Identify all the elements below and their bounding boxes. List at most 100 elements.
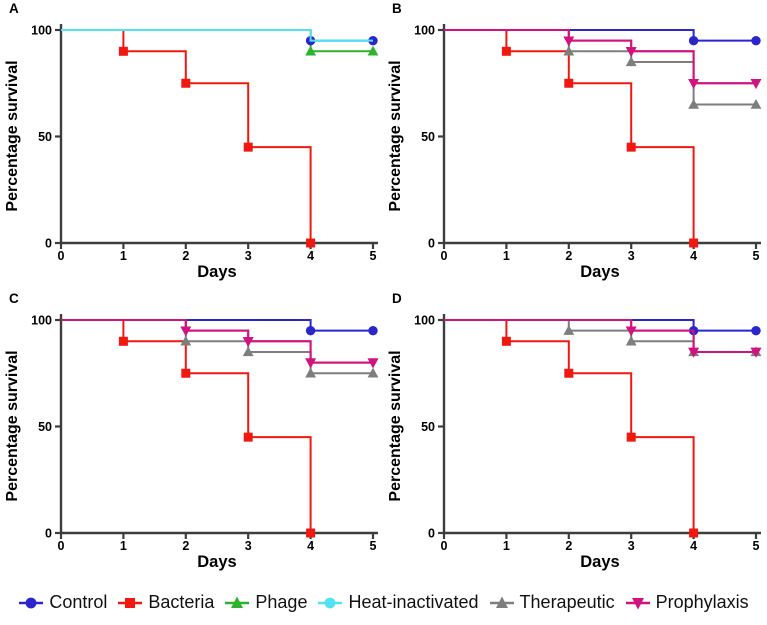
legend-item-heat-inactivated: Heat-inactivated xyxy=(317,592,479,613)
x-axis-title: Days xyxy=(197,263,236,281)
y-tick-label: 0 xyxy=(428,237,435,251)
survival-chart-A: A 0 50 100 0 1 2 3 4 5 Days Percentage survival xyxy=(4,1,379,281)
x-tick-label: 3 xyxy=(245,249,252,263)
marker-bacteria xyxy=(501,336,511,346)
legend-label-heat-inactivated: Heat-inactivated xyxy=(348,592,479,612)
marker-therapeutic xyxy=(367,367,379,378)
panel-label-A: A xyxy=(9,1,19,16)
marker-phage xyxy=(305,45,316,56)
survival-chart-D: D 0 50 100 0 1 2 3 4 5 Days Percentage survival xyxy=(387,291,762,571)
prophylaxis-legend-marker-icon xyxy=(625,597,650,609)
x-tick-label: 2 xyxy=(182,249,189,263)
x-tick-label: 0 xyxy=(58,539,65,553)
y-tick-label: 50 xyxy=(38,420,52,434)
marker-bacteria xyxy=(564,368,574,378)
marker-therapeutic xyxy=(305,367,316,378)
x-tick-label: 2 xyxy=(565,539,572,553)
marker-therapeutic xyxy=(242,346,254,357)
series-line-control xyxy=(444,319,756,332)
y-tick-label: 0 xyxy=(45,237,52,251)
marker-control xyxy=(368,325,378,336)
heat-inactivated-legend-marker-icon xyxy=(318,597,343,608)
panel-A: A 0 50 100 0 1 2 3 4 5 Days Percentage survival xyxy=(0,0,383,290)
survival-chart-C: C 0 50 100 0 1 2 3 4 5 Days Percentage survival xyxy=(4,291,379,571)
series-line-control xyxy=(61,29,373,42)
marker-control xyxy=(305,325,316,336)
x-tick-label: 3 xyxy=(245,539,252,553)
marker-bacteria xyxy=(243,142,253,152)
marker-prophylaxis xyxy=(180,326,192,337)
panel-C: C 0 50 100 0 1 2 3 4 5 Days Percentage survival xyxy=(0,290,383,580)
x-tick-label: 0 xyxy=(58,249,65,263)
legend-item-therapeutic: Therapeutic xyxy=(489,592,615,613)
y-tick-label: 0 xyxy=(45,527,52,541)
marker-bacteria xyxy=(118,46,128,56)
panel-B: B 0 50 100 0 1 2 3 4 5 Days Percentage survival xyxy=(383,0,767,290)
marker-prophylaxis xyxy=(688,79,699,89)
marker-bacteria xyxy=(118,336,128,346)
marker-therapeutic xyxy=(563,45,575,56)
y-axis-title: Percentage survival xyxy=(4,60,21,211)
x-tick-label: 0 xyxy=(441,249,448,263)
x-tick-label: 4 xyxy=(307,539,314,553)
y-tick-label: 100 xyxy=(31,24,52,38)
survival-chart-B: B 0 50 100 0 1 2 3 4 5 Days Percentage survival xyxy=(387,1,762,281)
x-tick-label: 1 xyxy=(503,539,510,553)
series-line-control xyxy=(61,319,373,332)
series-line-overlay-prophylaxis xyxy=(444,29,756,85)
y-tick-label: 100 xyxy=(31,314,52,328)
marker-prophylaxis xyxy=(563,36,575,47)
series-line-bacteria xyxy=(444,319,695,533)
x-axis-title: Days xyxy=(197,553,236,571)
marker-phage xyxy=(367,45,379,56)
y-tick-label: 100 xyxy=(414,24,435,38)
therapeutic-legend-marker-icon xyxy=(489,596,514,608)
x-tick-label: 5 xyxy=(753,539,760,553)
marker-control xyxy=(751,35,761,46)
x-tick-label: 5 xyxy=(370,249,377,263)
marker-therapeutic xyxy=(750,98,762,109)
y-tick-label: 50 xyxy=(421,130,435,144)
legend-item-control: Control xyxy=(18,592,107,613)
legend-label-phage: Phage xyxy=(255,592,308,612)
series-line-therapeutic xyxy=(444,319,756,353)
control-legend-marker-icon xyxy=(19,597,44,608)
panel-label-D: D xyxy=(392,291,402,306)
bacteria-legend-marker-icon xyxy=(118,597,143,608)
marker-bacteria xyxy=(689,238,699,248)
x-tick-label: 3 xyxy=(628,539,635,553)
series-line-bacteria xyxy=(61,29,312,243)
marker-therapeutic xyxy=(688,98,699,109)
x-tick-label: 0 xyxy=(441,539,448,553)
series-line-therapeutic xyxy=(61,319,373,375)
marker-bacteria xyxy=(243,432,253,442)
marker-bacteria xyxy=(181,368,191,378)
marker-bacteria xyxy=(306,238,316,248)
panel-label-C: C xyxy=(9,291,19,306)
series-line-overlay-prophylaxis xyxy=(61,319,373,364)
legend: Control Bacteria Phage Heat-inactivated Ther… xyxy=(0,580,767,625)
x-tick-label: 2 xyxy=(182,539,189,553)
marker-prophylaxis xyxy=(305,358,316,369)
x-tick-label: 1 xyxy=(120,539,127,553)
legend-label-prophylaxis: Prophylaxis xyxy=(655,592,749,612)
marker-prophylaxis xyxy=(750,347,762,358)
marker-therapeutic xyxy=(625,56,637,67)
phage-legend-marker-icon xyxy=(225,596,250,608)
marker-bacteria xyxy=(689,528,699,538)
marker-bacteria xyxy=(306,528,316,538)
marker-bacteria xyxy=(501,46,511,56)
marker-therapeutic xyxy=(180,335,192,346)
y-tick-label: 50 xyxy=(38,130,52,144)
axes xyxy=(442,314,761,535)
legend-label-control: Control xyxy=(49,592,108,612)
legend-label-therapeutic: Therapeutic xyxy=(519,592,615,612)
panel-label-B: B xyxy=(392,1,402,16)
x-tick-label: 1 xyxy=(503,249,510,263)
marker-bacteria xyxy=(626,142,636,152)
legend-item-phage: Phage xyxy=(224,592,307,613)
marker-control xyxy=(688,35,699,46)
y-axis-title: Percentage survival xyxy=(4,350,21,501)
axes xyxy=(59,24,378,245)
